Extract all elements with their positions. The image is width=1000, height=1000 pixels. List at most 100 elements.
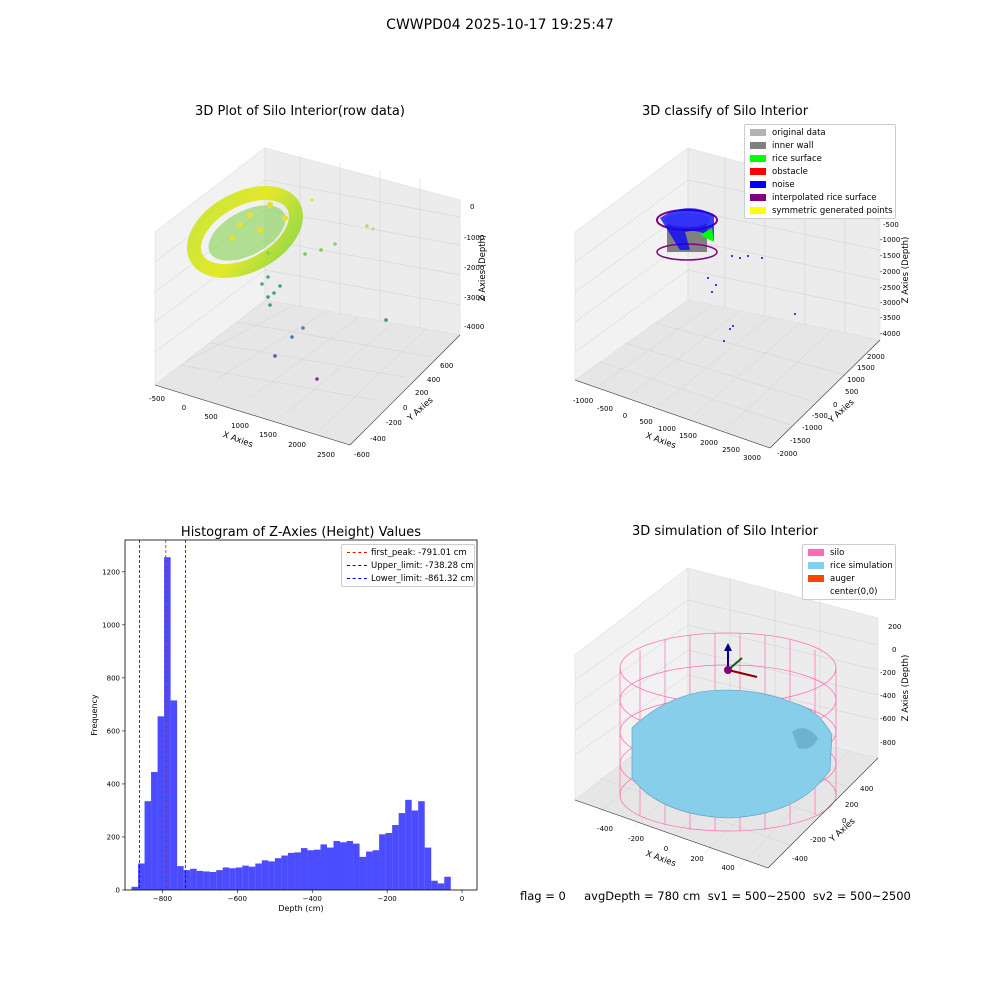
status-footer: flag = 0 avgDepth = 780 cm sv1 = 500~250… xyxy=(520,889,911,903)
histogram-bar xyxy=(248,866,256,890)
legend-item: symmetric generated points xyxy=(745,204,895,217)
classify-z-axis-label: Z Axies (Depth) xyxy=(901,237,911,304)
svg-text:-1000: -1000 xyxy=(573,397,593,405)
simulation-panel-title: 3D simulation of Silo Interior xyxy=(632,524,818,539)
svg-text:0: 0 xyxy=(842,817,846,825)
svg-text:2500: 2500 xyxy=(722,446,740,454)
histogram-bar xyxy=(294,852,301,890)
histogram-bar xyxy=(190,868,197,890)
legend-item: rice simulation xyxy=(803,559,895,572)
simulation-3d-axes xyxy=(574,567,879,869)
histogram-bar xyxy=(353,843,360,890)
svg-text:-2000: -2000 xyxy=(777,450,797,458)
svg-text:600: 600 xyxy=(440,362,453,370)
svg-text:1500: 1500 xyxy=(679,432,697,440)
raw-x-axis-label: X Axies xyxy=(221,430,254,450)
histogram-bar xyxy=(138,863,145,890)
legend-item: rice surface xyxy=(745,152,895,165)
histogram-bar xyxy=(313,849,321,890)
svg-text:-500: -500 xyxy=(883,221,899,229)
histogram-bar xyxy=(170,700,178,890)
histogram-bar xyxy=(177,866,184,890)
svg-text:-600: -600 xyxy=(354,451,370,459)
svg-text:400: 400 xyxy=(860,785,873,793)
svg-text:-2000: -2000 xyxy=(464,264,484,272)
legend-item: obstacle xyxy=(745,165,895,178)
legend-swatch xyxy=(808,562,824,569)
histogram-legend: first_peak: -791.01 cm Upper_limit: -738… xyxy=(341,544,475,587)
histogram-bar xyxy=(255,863,262,890)
legend-swatch xyxy=(750,207,766,214)
legend-swatch xyxy=(808,575,824,582)
histogram-x-axis-label: Depth (cm) xyxy=(278,904,323,913)
svg-text:0: 0 xyxy=(623,412,627,420)
histogram-bar xyxy=(405,799,412,890)
y-tick-label: 400 xyxy=(107,780,120,788)
histogram-bar xyxy=(411,810,419,890)
raw-y-axis-label: Y Axies xyxy=(405,395,436,424)
legend-item: inner wall xyxy=(745,139,895,152)
raw-3d-axes xyxy=(154,147,461,446)
histogram-frame xyxy=(124,539,478,891)
histogram-bar xyxy=(287,852,295,890)
svg-text:200: 200 xyxy=(845,801,858,809)
svg-text:0: 0 xyxy=(182,404,186,412)
legend-item: first_peak: -791.01 cm xyxy=(342,546,474,559)
histogram-bar xyxy=(346,840,354,890)
histogram-bar xyxy=(418,801,425,890)
histogram-bar xyxy=(379,834,386,890)
svg-text:2500: 2500 xyxy=(317,451,335,459)
classify-y-tick-labels: -2000 -1500 -1000 -500 0 500 1000 1500 2… xyxy=(777,353,885,458)
legend-item: Upper_limit: -738.28 cm xyxy=(342,559,474,572)
svg-text:0: 0 xyxy=(470,203,474,211)
legend-line xyxy=(347,552,367,553)
svg-text:-200: -200 xyxy=(810,836,826,844)
svg-text:-3000: -3000 xyxy=(464,294,484,302)
svg-text:1000: 1000 xyxy=(231,422,249,430)
svg-text:-400: -400 xyxy=(880,692,896,700)
raw-y-tick-labels: -600 -400 -200 0 200 400 600 xyxy=(354,362,453,459)
histogram-bar xyxy=(196,870,204,890)
svg-text:-800: -800 xyxy=(880,739,896,747)
svg-text:-200: -200 xyxy=(386,419,402,427)
x-tick-label: −200 xyxy=(378,895,397,903)
svg-text:-4000: -4000 xyxy=(464,323,484,331)
histogram-bar xyxy=(242,865,249,890)
histogram-bar xyxy=(151,772,158,890)
histogram-bar xyxy=(131,886,139,890)
histogram-bar xyxy=(385,832,393,890)
svg-text:2000: 2000 xyxy=(288,441,306,449)
simulation-y-tick-labels: -400 -200 0 200 400 xyxy=(792,785,873,863)
histogram-bar xyxy=(444,876,451,890)
histogram-vlines xyxy=(139,540,186,890)
svg-text:-1000: -1000 xyxy=(802,424,822,432)
svg-text:-200: -200 xyxy=(880,669,896,677)
histogram-x-ticks: −800 −600 −400 −200 0 xyxy=(153,890,464,903)
histogram-y-axis-label: Frequency xyxy=(90,694,99,736)
classify-x-axis-label: X Axies xyxy=(644,431,677,451)
svg-text:0: 0 xyxy=(892,646,896,654)
svg-text:-2000: -2000 xyxy=(880,268,900,276)
histogram-bar xyxy=(281,855,288,890)
svg-text:1500: 1500 xyxy=(259,431,277,439)
y-tick-label: 1000 xyxy=(102,621,120,629)
x-tick-label: −600 xyxy=(228,895,247,903)
svg-text:400: 400 xyxy=(721,864,734,872)
y-tick-label: 200 xyxy=(107,833,120,841)
histogram-bar xyxy=(268,861,275,890)
histogram-bar xyxy=(307,850,314,890)
histogram-bar xyxy=(431,880,438,890)
legend-swatch xyxy=(750,142,766,149)
histogram-bar xyxy=(229,868,236,890)
svg-text:-500: -500 xyxy=(812,412,828,420)
legend-swatch xyxy=(750,129,766,136)
svg-text:500: 500 xyxy=(204,413,217,421)
y-tick-label: 600 xyxy=(107,727,120,735)
legend-item: noise xyxy=(745,178,895,191)
svg-text:200: 200 xyxy=(888,623,901,631)
y-tick-label: 1200 xyxy=(102,568,120,576)
svg-text:-500: -500 xyxy=(597,405,613,413)
svg-text:-1500: -1500 xyxy=(790,437,810,445)
histogram-bar xyxy=(235,867,243,890)
